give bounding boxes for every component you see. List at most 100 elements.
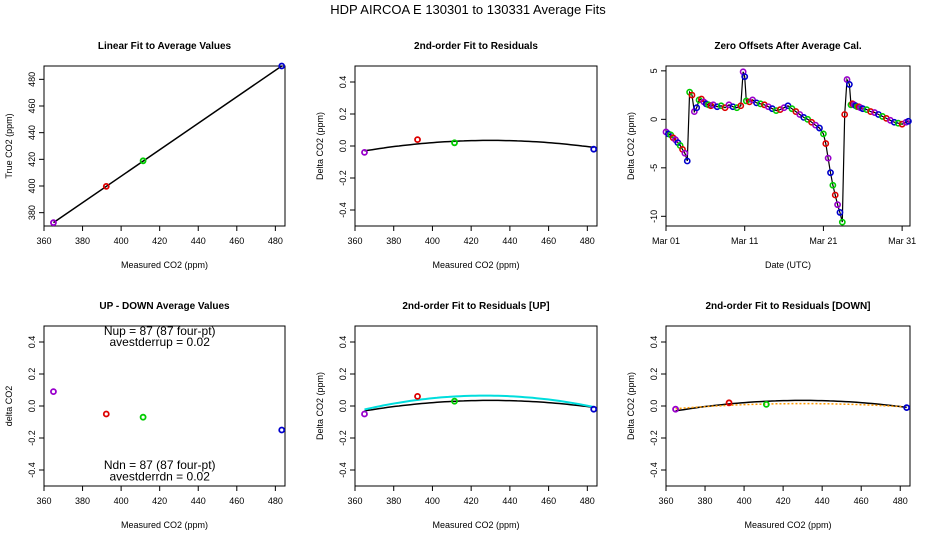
- p1-x-tick-label: 380: [75, 236, 90, 246]
- p2-y-tick-label: 0.0: [338, 140, 348, 153]
- p3-data-point: [757, 100, 764, 108]
- p4-x-tick-label: 400: [114, 496, 129, 506]
- p6-data-point: [903, 404, 911, 412]
- p6-data-point: [672, 405, 679, 413]
- p4-annotation: avestderrup = 0.02: [109, 335, 210, 349]
- p5-x-tick-label: 440: [502, 496, 517, 506]
- p3-data-point: [693, 104, 701, 112]
- p3-data-point: [742, 97, 750, 105]
- p1-y-tick-label: 480: [27, 72, 37, 87]
- p4-annotation: Ndn = 87 (87 four-pt): [104, 458, 216, 472]
- p1-y-axis-label: True CO2 (ppm): [4, 113, 14, 178]
- p6-data-point: [725, 399, 733, 407]
- p4-y-tick-label: -0.4: [27, 462, 37, 478]
- p2-fit-curve: [364, 139, 594, 152]
- p2-y-tick-label: -0.4: [338, 202, 348, 218]
- p3-x-tick-label: Mar 21: [809, 236, 837, 246]
- p6-fit-curve: [675, 399, 907, 412]
- p2-y-tick-label: 0.2: [338, 108, 348, 121]
- p3-data-point: [890, 118, 898, 126]
- p6-plot-frame: [665, 325, 911, 487]
- p5-fit-curve: [364, 394, 594, 411]
- p6-y-tick-label: -0.2: [649, 430, 659, 446]
- p2-y-axis-label: Delta CO2 (ppm): [315, 112, 325, 180]
- p4-x-tick-label: 360: [36, 496, 51, 506]
- p4-y-axis-label: delta CO2: [4, 386, 14, 427]
- p6-y-tick-label: 0.2: [649, 368, 659, 381]
- p6-y-tick-label: 0.4: [649, 336, 659, 349]
- p5-data-point: [414, 392, 421, 400]
- p3-data-point: [831, 191, 839, 199]
- p3-data-point: [753, 99, 760, 107]
- p4-y-tick-label: -0.2: [27, 430, 37, 446]
- figure-title: HDP AIRCOA E 130301 to 130331 Average Fi…: [330, 2, 606, 17]
- p4-data-point: [139, 413, 147, 421]
- p3-data-point: [741, 73, 749, 81]
- p3-data-point: [834, 201, 841, 209]
- p4-x-axis-label: Measured CO2 (ppm): [121, 520, 208, 530]
- p2-data-point: [451, 139, 458, 147]
- p2-x-axis-label: Measured CO2 (ppm): [432, 260, 519, 270]
- p4-annotation: avestderrdn = 0.02: [109, 469, 210, 483]
- p3-data-point: [867, 108, 875, 115]
- p3-plot-frame: [665, 65, 911, 227]
- p1-fit-line: [53, 65, 283, 224]
- p3-data-point: [845, 81, 853, 88]
- p5-x-tick-label: 480: [580, 496, 595, 506]
- p3-x-axis-label: Date (UTC): [765, 260, 811, 270]
- p1-y-tick-label: 460: [27, 98, 37, 113]
- p5-x-axis-label: Measured CO2 (ppm): [432, 520, 519, 530]
- p3-y-axis-label: Delta CO2 (ppm): [626, 112, 636, 180]
- p3-data-point: [859, 105, 867, 113]
- p5-x-tick-label: 420: [464, 496, 479, 506]
- p6-x-tick-label: 400: [737, 496, 752, 506]
- p5-y-tick-label: -0.4: [338, 462, 348, 478]
- p5-title: 2nd-order Fit to Residuals [UP]: [402, 301, 549, 312]
- p1-x-axis-label: Measured CO2 (ppm): [121, 260, 208, 270]
- p3-y-tick-label: -5: [649, 164, 659, 172]
- p1-data-point: [102, 182, 110, 190]
- p3-data-point: [829, 181, 837, 189]
- p4-y-tick-label: 0.0: [27, 400, 37, 413]
- p6-y-tick-label: 0.0: [649, 400, 659, 413]
- p5-data-point: [590, 405, 598, 413]
- p3-data-point: [824, 154, 832, 162]
- p2-data-point: [361, 148, 368, 156]
- p5-y-tick-label: 0.4: [338, 336, 348, 349]
- p2-x-tick-label: 380: [386, 236, 401, 246]
- p3-data-point: [820, 130, 827, 138]
- p6-x-axis-label: Measured CO2 (ppm): [744, 520, 831, 530]
- p1-x-tick-label: 480: [268, 236, 283, 246]
- p3-data-point: [772, 107, 780, 115]
- p2-data-point: [590, 145, 598, 153]
- p5-data-point: [361, 410, 368, 418]
- p5-data-point: [451, 397, 458, 405]
- p4-y-tick-label: 0.2: [27, 368, 37, 381]
- p1-y-tick-label: 440: [27, 125, 37, 140]
- p2-y-tick-label: -0.2: [338, 170, 348, 186]
- p1-x-tick-label: 400: [114, 236, 129, 246]
- p3-y-tick-label: 0: [649, 117, 659, 122]
- p5-x-tick-label: 380: [386, 496, 401, 506]
- p6-y-axis-label: Delta CO2 (ppm): [626, 372, 636, 440]
- p2-title: 2nd-order Fit to Residuals: [414, 41, 538, 52]
- p2-x-tick-label: 420: [464, 236, 479, 246]
- p6-x-tick-label: 380: [698, 496, 713, 506]
- p1-y-tick-label: 400: [27, 178, 37, 193]
- p2-x-tick-label: 360: [347, 236, 362, 246]
- p4-data-point: [278, 426, 286, 434]
- p5-y-tick-label: 0.2: [338, 368, 348, 381]
- p3-x-tick-label: Mar 11: [731, 236, 758, 246]
- p3-data-point: [688, 91, 696, 99]
- p4-x-tick-label: 380: [75, 496, 90, 506]
- p3-x-tick-label: Mar 01: [652, 236, 680, 246]
- p6-x-tick-label: 480: [893, 496, 908, 506]
- p6-title: 2nd-order Fit to Residuals [DOWN]: [706, 301, 871, 312]
- p6-x-tick-label: 360: [658, 496, 673, 506]
- p6-data-point: [762, 400, 770, 408]
- p5-y-axis-label: Delta CO2 (ppm): [315, 372, 325, 440]
- p4-data-point: [50, 388, 57, 396]
- p5-x-tick-label: 460: [541, 496, 556, 506]
- p4-x-tick-label: 420: [152, 496, 167, 506]
